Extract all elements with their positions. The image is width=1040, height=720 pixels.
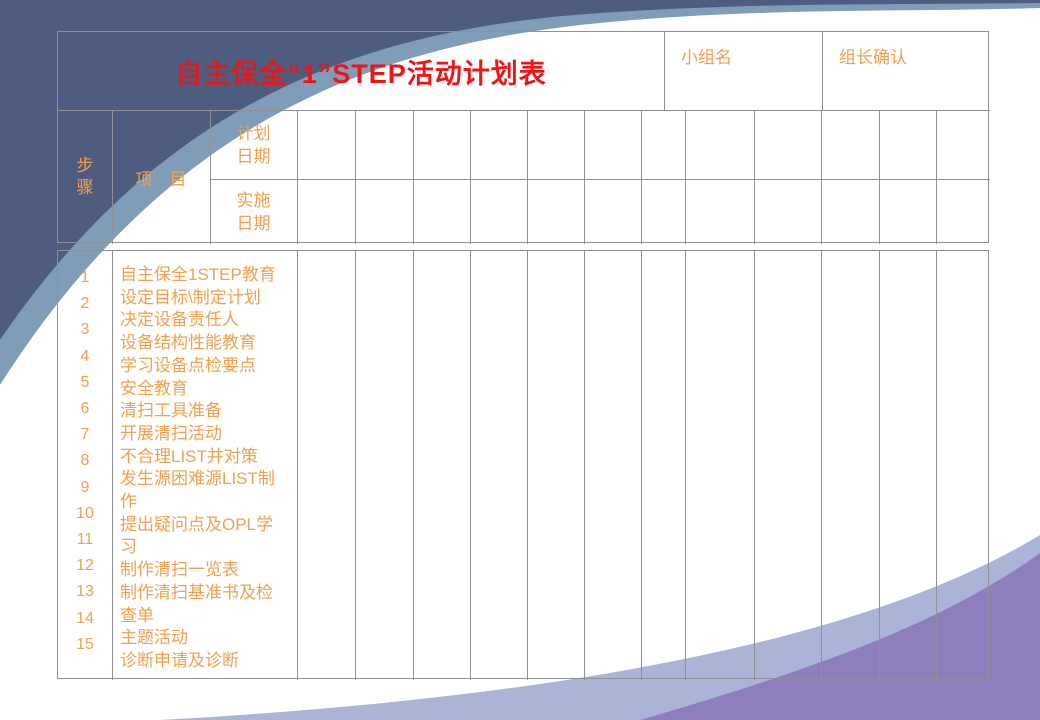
grid-line <box>112 110 113 244</box>
plan-item: 制作清扫基准书及检查单 <box>120 582 273 625</box>
step-number: 14 <box>76 609 94 627</box>
plan-item: 学习设备点检要点 <box>120 355 256 375</box>
grid-line <box>936 110 937 244</box>
group-name-label: 小组名 <box>681 48 732 67</box>
grid-line <box>355 251 356 680</box>
step-number: 2 <box>80 295 90 313</box>
plan-item: 不合理LIST并对策 <box>120 446 258 466</box>
item-column: 自主保全1STEP教育 设定目标\制定计划 决定设备责任人 设备结构性能教育 学… <box>112 251 297 678</box>
step-number: 13 <box>76 583 94 601</box>
grid-line <box>112 251 113 680</box>
plan-item: 诊断申请及诊断 <box>120 650 239 670</box>
grid-line <box>527 110 528 244</box>
grid-line <box>297 251 298 680</box>
group-name-cell: 小组名 <box>664 32 822 110</box>
grid-line <box>664 32 665 110</box>
plan-item: 自主保全1STEP教育 <box>120 265 276 284</box>
grid-line <box>210 110 211 244</box>
grid-line <box>58 110 990 111</box>
impl-date-header-cell: 实施 日期 <box>236 190 271 233</box>
leader-confirm-cell: 组长确认 <box>822 32 990 110</box>
grid-line <box>879 251 880 680</box>
grid-line <box>641 110 642 244</box>
plan-date-header-cell: 计划 日期 <box>236 123 271 166</box>
plan-item: 安全教育 <box>120 378 188 398</box>
plan-item: 发生源困难源LIST制作 <box>120 469 275 512</box>
plan-table-body: 1 2 3 4 5 6 7 8 9 10 11 12 13 14 15 自主保全… <box>57 250 989 680</box>
item-header-cell: 项 目 <box>135 169 187 189</box>
plan-item: 清扫工具准备 <box>120 401 222 421</box>
plan-item: 开展清扫活动 <box>120 423 222 443</box>
plan-item: 设定目标\制定计划 <box>120 287 261 307</box>
grid-line <box>754 251 755 680</box>
plan-table-header: 自主保全“1”STEP活动计划表 小组名 组长确认 步 骤 项 目 计划 日期 … <box>57 31 990 244</box>
grid-line <box>297 110 298 244</box>
grid-line <box>413 251 414 680</box>
grid-line <box>470 251 471 680</box>
step-number: 8 <box>80 452 90 470</box>
grid-line <box>413 110 414 244</box>
plan-item: 主题活动 <box>120 628 188 648</box>
grid-line <box>821 110 822 244</box>
grid-line <box>470 110 471 244</box>
step-number: 1 <box>80 269 90 286</box>
grid-line <box>754 110 755 244</box>
grid-line <box>210 179 990 180</box>
step-number: 10 <box>76 504 94 522</box>
step-number: 4 <box>80 347 90 365</box>
grid-line <box>821 251 822 680</box>
grid-line <box>527 251 528 680</box>
grid-line <box>641 251 642 680</box>
plan-item: 决定设备责任人 <box>120 310 239 330</box>
step-number: 5 <box>80 373 90 391</box>
step-number: 9 <box>80 478 90 496</box>
grid-line <box>584 110 585 244</box>
table-title: 自主保全“1”STEP活动计划表 <box>175 58 547 89</box>
step-number: 3 <box>80 321 90 339</box>
grid-line <box>584 251 585 680</box>
step-number: 7 <box>80 426 90 444</box>
grid-line <box>685 251 686 680</box>
step-header-cell: 步 骤 <box>76 156 94 197</box>
navy-swoosh <box>0 0 1040 340</box>
plan-item: 制作清扫一览表 <box>120 560 239 580</box>
plan-item: 设备结构性能教育 <box>120 333 256 353</box>
step-number: 6 <box>80 400 90 418</box>
plan-item: 提出疑问点及OPL学习 <box>120 514 274 557</box>
step-number: 11 <box>76 531 94 549</box>
grid-line <box>355 110 356 244</box>
step-number-column: 1 2 3 4 5 6 7 8 9 10 11 12 13 14 15 <box>58 251 112 678</box>
grid-line <box>936 251 937 680</box>
step-number: 15 <box>76 635 94 653</box>
grid-line <box>879 110 880 244</box>
step-number: 12 <box>76 557 94 575</box>
grid-line <box>685 110 686 244</box>
table-title-cell: 自主保全“1”STEP活动计划表 <box>58 32 664 110</box>
leader-confirm-label: 组长确认 <box>839 48 907 67</box>
grid-line <box>822 32 823 110</box>
